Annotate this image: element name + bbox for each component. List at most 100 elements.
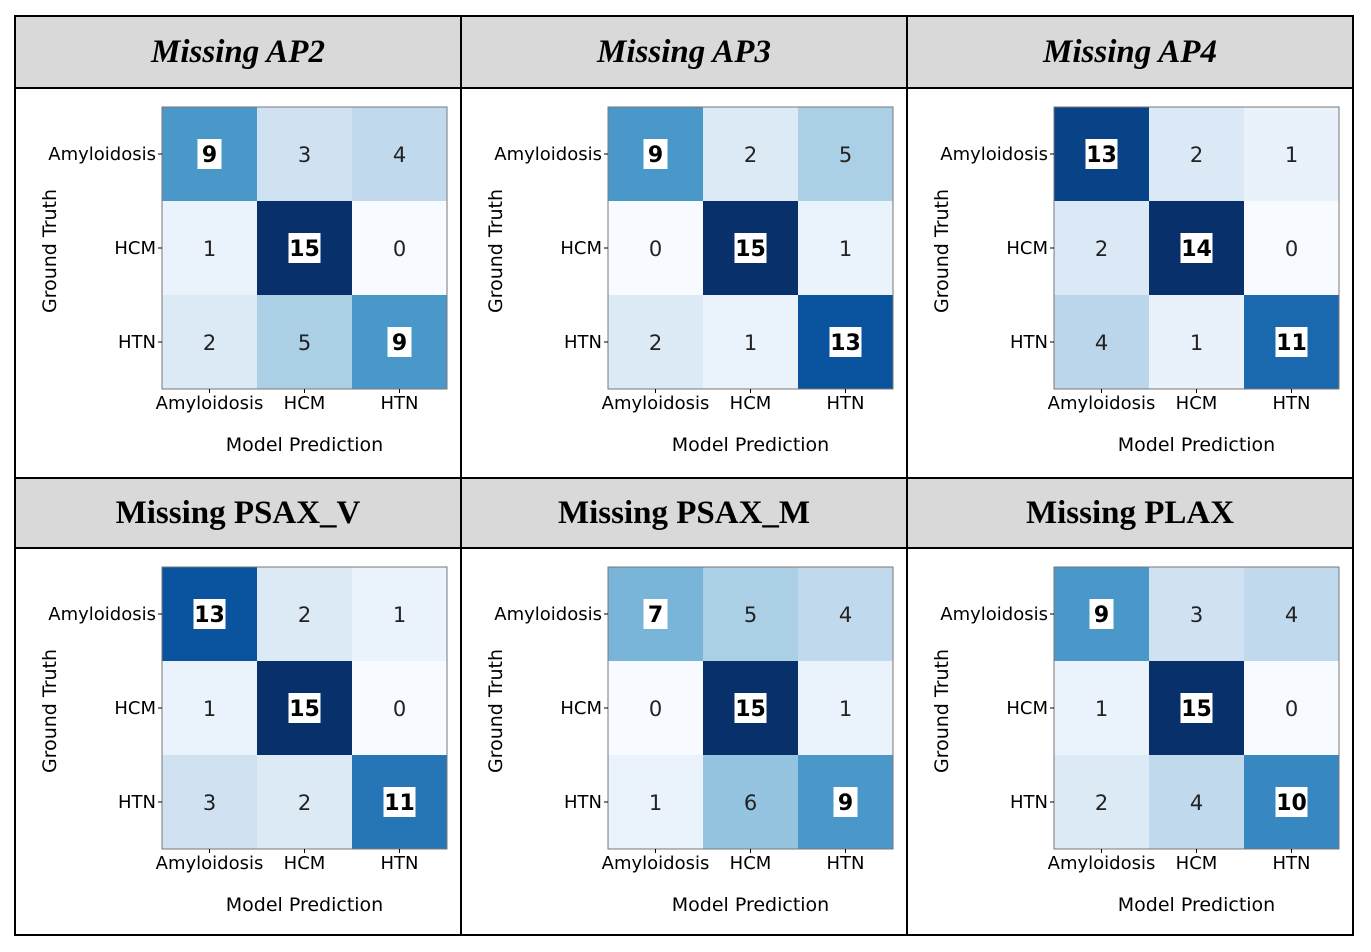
x-axis-label: Model Prediction — [226, 894, 383, 916]
x-tick-label: HCM — [1176, 393, 1218, 414]
cell-value-label: 5 — [298, 331, 311, 355]
x-tick-label: Amyloidosis — [156, 393, 264, 414]
value-highlight-box — [288, 233, 321, 263]
y-axis-label: Ground Truth — [931, 649, 953, 773]
heatmap-cell — [257, 755, 352, 849]
heatmap-cell — [162, 661, 257, 755]
heatmap-cell — [1244, 201, 1339, 295]
heatmap-cell — [162, 755, 257, 849]
cell-value-label: 4 — [1190, 791, 1203, 815]
heatmap-cell — [1054, 755, 1149, 849]
x-tick-label: HTN — [827, 853, 865, 874]
cell-value-label: 1 — [203, 237, 216, 261]
cell-value-label: 2 — [298, 603, 311, 627]
heatmap-cell — [257, 107, 352, 201]
cell-value-label: 1 — [1190, 331, 1203, 355]
heatmap-cell — [257, 295, 352, 389]
heatmap-cell — [703, 295, 798, 389]
cell-value-label: 1 — [839, 697, 852, 721]
heatmap-cell — [608, 295, 703, 389]
value-highlight-box — [734, 693, 767, 723]
cell-value-label: 3 — [1190, 603, 1203, 627]
x-tick-label: HTN — [381, 853, 419, 874]
heatmap-cell — [703, 107, 798, 201]
value-highlight-box — [1089, 599, 1114, 629]
cell-value-label: 15 — [735, 697, 766, 722]
heatmap-cell — [1244, 107, 1339, 201]
cell-value-label: 1 — [649, 791, 662, 815]
heatmap-cell — [352, 201, 447, 295]
cell-value-label: 15 — [289, 697, 320, 722]
heatmap-cell — [703, 755, 798, 849]
x-axis-label: Model Prediction — [1118, 434, 1275, 456]
cell-value-label: 4 — [1285, 603, 1298, 627]
value-highlight-box — [193, 599, 226, 629]
panel-title: Missing AP4 — [906, 15, 1354, 89]
cell-value-label: 0 — [393, 697, 406, 721]
heatmap-cell — [162, 295, 257, 389]
y-tick-label: Amyloidosis — [494, 604, 602, 625]
y-tick-label: HCM — [114, 238, 156, 259]
y-axis-label: Ground Truth — [931, 189, 953, 313]
x-axis-label: Model Prediction — [672, 894, 829, 916]
cell-value-label: 7 — [648, 603, 663, 628]
cell-value-label: 4 — [393, 143, 406, 167]
cell-value-label: 5 — [744, 603, 757, 627]
confusion-matrix-chart: 13 2 11 15 03 2 11AmyloidosisHCMHTNAmyloidosis… — [39, 566, 448, 916]
x-axis-label: Model Prediction — [226, 434, 383, 456]
y-tick-label: Amyloidosis — [940, 144, 1048, 165]
value-highlight-box — [383, 787, 416, 817]
y-tick-label: HTN — [118, 792, 156, 813]
cell-value-label: 9 — [392, 331, 407, 356]
cell-value-label: 2 — [1190, 143, 1203, 167]
chart-cell: 7 5 4 0 15 1 1 6 9 Amyloidosis HCM HTN Amyloidosis HC… — [460, 547, 908, 936]
x-tick-label: HCM — [284, 393, 326, 414]
cell-value-label: 1 — [1285, 143, 1298, 167]
cell-value-label: 13 — [830, 331, 861, 356]
cell-value-label: 3 — [203, 791, 216, 815]
cell-value-label: 2 — [1095, 791, 1108, 815]
heatmap-cell — [798, 107, 893, 201]
cell-value-label: 2 — [1095, 237, 1108, 261]
cell-value-label: 9 — [1094, 603, 1109, 628]
y-tick-label: HCM — [560, 698, 602, 719]
cell-value-label: 1 — [1095, 697, 1108, 721]
heatmap-cell — [352, 567, 447, 661]
cell-value-label: 2 — [203, 331, 216, 355]
x-tick-label: Amyloidosis — [1048, 393, 1156, 414]
panel-title: Missing AP3 — [460, 15, 908, 89]
heatmap-cell — [1149, 755, 1244, 849]
y-tick-label: HCM — [1006, 238, 1048, 259]
heatmap-cell — [1149, 295, 1244, 389]
y-tick-label: HTN — [1010, 792, 1048, 813]
value-highlight-box — [1180, 233, 1213, 263]
heatmap-cell — [257, 567, 352, 661]
x-axis-label: Model Prediction — [1118, 894, 1275, 916]
cell-value-label: 14 — [1181, 237, 1212, 262]
y-tick-label: HCM — [114, 698, 156, 719]
cell-value-label: 11 — [384, 791, 415, 816]
panel-title: Missing PLAX — [906, 477, 1354, 549]
cell-value-label: 5 — [839, 143, 852, 167]
heatmap-cell — [608, 661, 703, 755]
cell-value-label: 6 — [744, 791, 757, 815]
cell-value-label: 9 — [648, 143, 663, 168]
confusion-matrix-chart: 9 3 4 1 15 0 2 4 10 Amyloidosis HCM HTN Amyloidosis H… — [931, 566, 1340, 916]
heatmap-cell — [162, 201, 257, 295]
confusion-matrix-chart: 9 3 4 1 15 0 2 5 9 Amyloidosis HCM HTN Amyloidosis HC… — [39, 106, 448, 456]
cell-value-label: 15 — [735, 237, 766, 262]
x-tick-label: HCM — [284, 853, 326, 874]
heatmap-cell — [798, 661, 893, 755]
cell-value-label: 1 — [393, 603, 406, 627]
panel-title: Missing PSAX_V — [14, 477, 462, 549]
value-highlight-box — [833, 787, 858, 817]
cell-value-label: 9 — [838, 791, 853, 816]
x-tick-label: Amyloidosis — [156, 853, 264, 874]
value-highlight-box — [643, 599, 668, 629]
x-tick-label: Amyloidosis — [602, 393, 710, 414]
cell-value-label: 15 — [1181, 697, 1212, 722]
cell-value-label: 4 — [1095, 331, 1108, 355]
heatmap-cell — [1149, 567, 1244, 661]
cell-value-label: 0 — [1285, 237, 1298, 261]
cell-value-label: 1 — [839, 237, 852, 261]
